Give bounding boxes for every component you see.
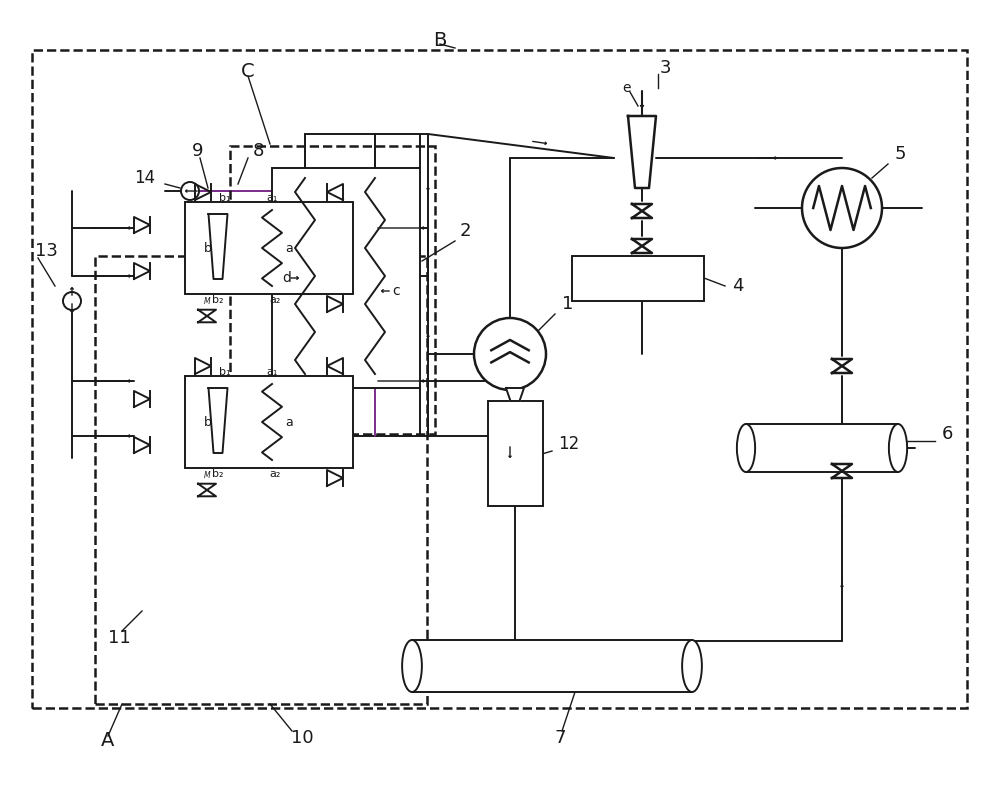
Text: M: M (204, 470, 210, 480)
Text: 11: 11 (108, 629, 131, 647)
Text: 13: 13 (35, 242, 58, 260)
Text: a₁: a₁ (266, 367, 278, 377)
Text: b₁: b₁ (219, 367, 231, 377)
Bar (32, 50, 967, 708)
Text: a₁: a₁ (266, 193, 278, 203)
Text: a₂: a₂ (269, 469, 281, 479)
Text: 8: 8 (252, 142, 264, 160)
Polygon shape (506, 388, 524, 401)
Text: a: a (285, 416, 293, 428)
Text: b₂: b₂ (212, 295, 224, 305)
Text: c: c (392, 284, 400, 298)
Text: 7: 7 (555, 729, 566, 747)
Circle shape (63, 292, 81, 310)
Text: a₂: a₂ (269, 295, 281, 305)
Text: 3: 3 (660, 59, 672, 77)
Circle shape (181, 182, 199, 200)
Circle shape (474, 318, 546, 390)
Bar (185, 376, 353, 468)
Text: b₁: b₁ (219, 193, 231, 203)
Text: 6: 6 (942, 425, 953, 443)
Text: a: a (285, 241, 293, 255)
Text: 4: 4 (732, 277, 744, 295)
Polygon shape (208, 214, 228, 279)
Text: d: d (282, 271, 291, 285)
Polygon shape (628, 116, 656, 188)
Text: A: A (101, 732, 115, 751)
Bar (272, 168, 420, 388)
Bar (412, 640, 692, 692)
Text: M: M (204, 297, 210, 306)
Ellipse shape (889, 424, 907, 472)
Text: 9: 9 (192, 142, 204, 160)
Bar (230, 146, 435, 434)
Ellipse shape (402, 640, 422, 692)
Bar (746, 424, 898, 472)
Bar (572, 256, 704, 301)
Text: 2: 2 (460, 222, 472, 240)
Ellipse shape (682, 640, 702, 692)
Bar (185, 202, 353, 294)
Text: 14: 14 (134, 169, 155, 187)
Bar (95, 256, 427, 704)
Text: b: b (204, 241, 212, 255)
Bar (488, 401, 543, 506)
Text: 12: 12 (558, 435, 579, 453)
Text: 1: 1 (562, 295, 573, 313)
Text: b: b (204, 416, 212, 428)
Text: b₂: b₂ (212, 469, 224, 479)
Text: 5: 5 (895, 145, 906, 163)
Text: e: e (622, 81, 631, 95)
Text: 10: 10 (291, 729, 313, 747)
Circle shape (802, 168, 882, 248)
Text: C: C (241, 61, 255, 80)
Text: B: B (433, 30, 447, 49)
Polygon shape (208, 388, 228, 453)
Ellipse shape (737, 424, 755, 472)
